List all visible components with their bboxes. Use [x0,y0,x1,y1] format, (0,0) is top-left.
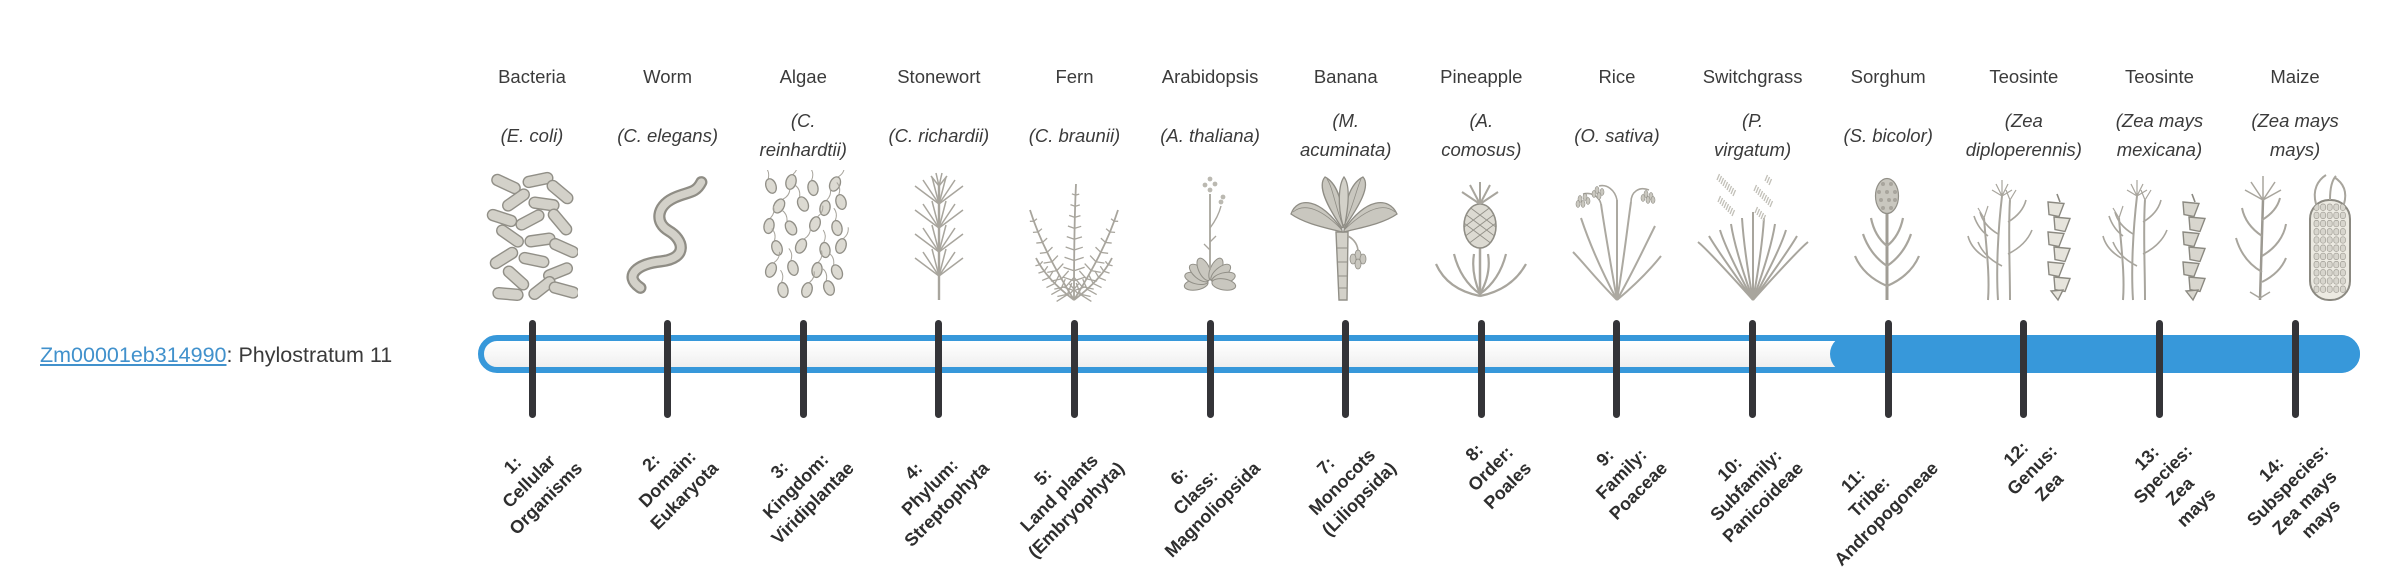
organism-scientific-name: (C. richardii) [888,124,990,146]
organism-name: Teosinte [1989,66,2059,87]
organism-name: Maize [2270,66,2320,87]
maize-icon [2220,170,2370,302]
stratum-tick [1342,320,1350,418]
sorghum-icon [1813,170,1963,302]
stratum-tick [1477,320,1485,418]
organism-name: Banana [1313,66,1378,87]
organism-scientific-name: (C. elegans) [617,124,718,146]
stratum-tick [935,320,943,418]
stonewort-icon [864,170,1014,302]
arabidopsis-icon [1135,170,1285,302]
organism-name: Pineapple [1440,66,1523,87]
stratum-label: 9: Family: Poaceae [1592,444,1671,524]
stratum-tick [799,320,807,418]
organism-scientific-name: (S. bicolor) [1843,124,1933,146]
stratum-label: 13: Species: Zea mays [2130,441,2221,531]
gene-label: Zm00001eb314990: Phylostratum 11 [40,343,392,368]
stratum-tick [1613,320,1621,418]
organism-name: Teosinte [2124,66,2194,87]
timeline-bar-fill [1830,335,2360,373]
stratum-label: 7: Monocots (Liliopsida) [1304,445,1400,540]
bacteria-icon [457,170,607,302]
organism-name: Stonewort [897,66,981,87]
organism-name: Switchgrass [1702,66,1803,87]
stratum-tick [1206,320,1214,418]
gene-id-link[interactable]: Zm00001eb314990 [40,343,227,367]
stratum-tick [2155,320,2163,418]
stratum-label: 12: Genus: Zea [1999,437,2067,505]
pineapple-icon [1406,170,1556,302]
organism-scientific-name: (C. reinhardtii) [759,110,847,160]
fern-icon [999,170,1149,302]
stratum-tick [2020,320,2028,418]
stratum-label: 8: Order: Poales [1461,439,1536,513]
stratum-tick [528,320,536,418]
organism-name: Rice [1598,66,1636,87]
stratum-tick [1884,320,1892,418]
stratum-label: 2: Domain: Eukaryota [634,446,722,534]
organism-scientific-name: (E. coli) [500,124,564,146]
algae-icon [728,170,878,302]
teosinte-mexicana-icon [2084,170,2234,302]
gene-phylostratum-text: : Phylostratum 11 [226,343,393,367]
organism-scientific-name: (M. acuminata) [1299,110,1392,160]
stratum-tick [2291,320,2299,418]
stratum-label: 10: Subfamily: Panicoideae [1706,445,1807,547]
organism-scientific-name: (Zea mays mexicana) [2115,110,2204,160]
stratum-tick [664,320,672,418]
stratum-label: 11: Tribe: Andropogoneae [1830,457,1943,570]
organism-scientific-name: (C. braunii) [1028,124,1121,146]
switchgrass-icon [1678,170,1828,302]
organism-name: Algae [779,66,827,87]
organism-name: Arabidopsis [1161,66,1259,87]
stratum-label: 1: Cellular Organisms [498,451,586,539]
organism-name: Bacteria [498,66,566,87]
stratum-tick [1070,320,1078,418]
organism-scientific-name: (Zea mays mays) [2251,110,2339,160]
teosinte-diploperennis-icon [1949,170,2099,302]
organism-scientific-name: (P. virgatum) [1714,110,1792,160]
stratum-label: 3: Kingdom: Viridiplantae [758,449,858,549]
stratum-tick [1749,320,1757,418]
organism-scientific-name: (A. comosus) [1441,110,1522,160]
organism-scientific-name: (O. sativa) [1574,124,1660,146]
stratum-label: 6: Class: Magnoliopsida [1160,457,1265,562]
organism-scientific-name: (A. thaliana) [1160,124,1260,146]
organism-name: Fern [1055,66,1094,87]
stratum-label: 4: Phylum: Streptophyta [897,455,993,551]
rice-icon [1542,170,1692,302]
worm-icon [593,170,743,302]
stratum-label: 5: Land plants (Embryophyta) [1017,450,1129,562]
organism-scientific-name: (Zea diploperennis) [1965,110,2082,160]
banana-icon [1271,170,1421,302]
organism-name: Worm [643,66,693,87]
organism-name: Sorghum [1850,66,1926,87]
stratum-label: 14: Subspecies: Zea mays mays [2243,441,2345,543]
